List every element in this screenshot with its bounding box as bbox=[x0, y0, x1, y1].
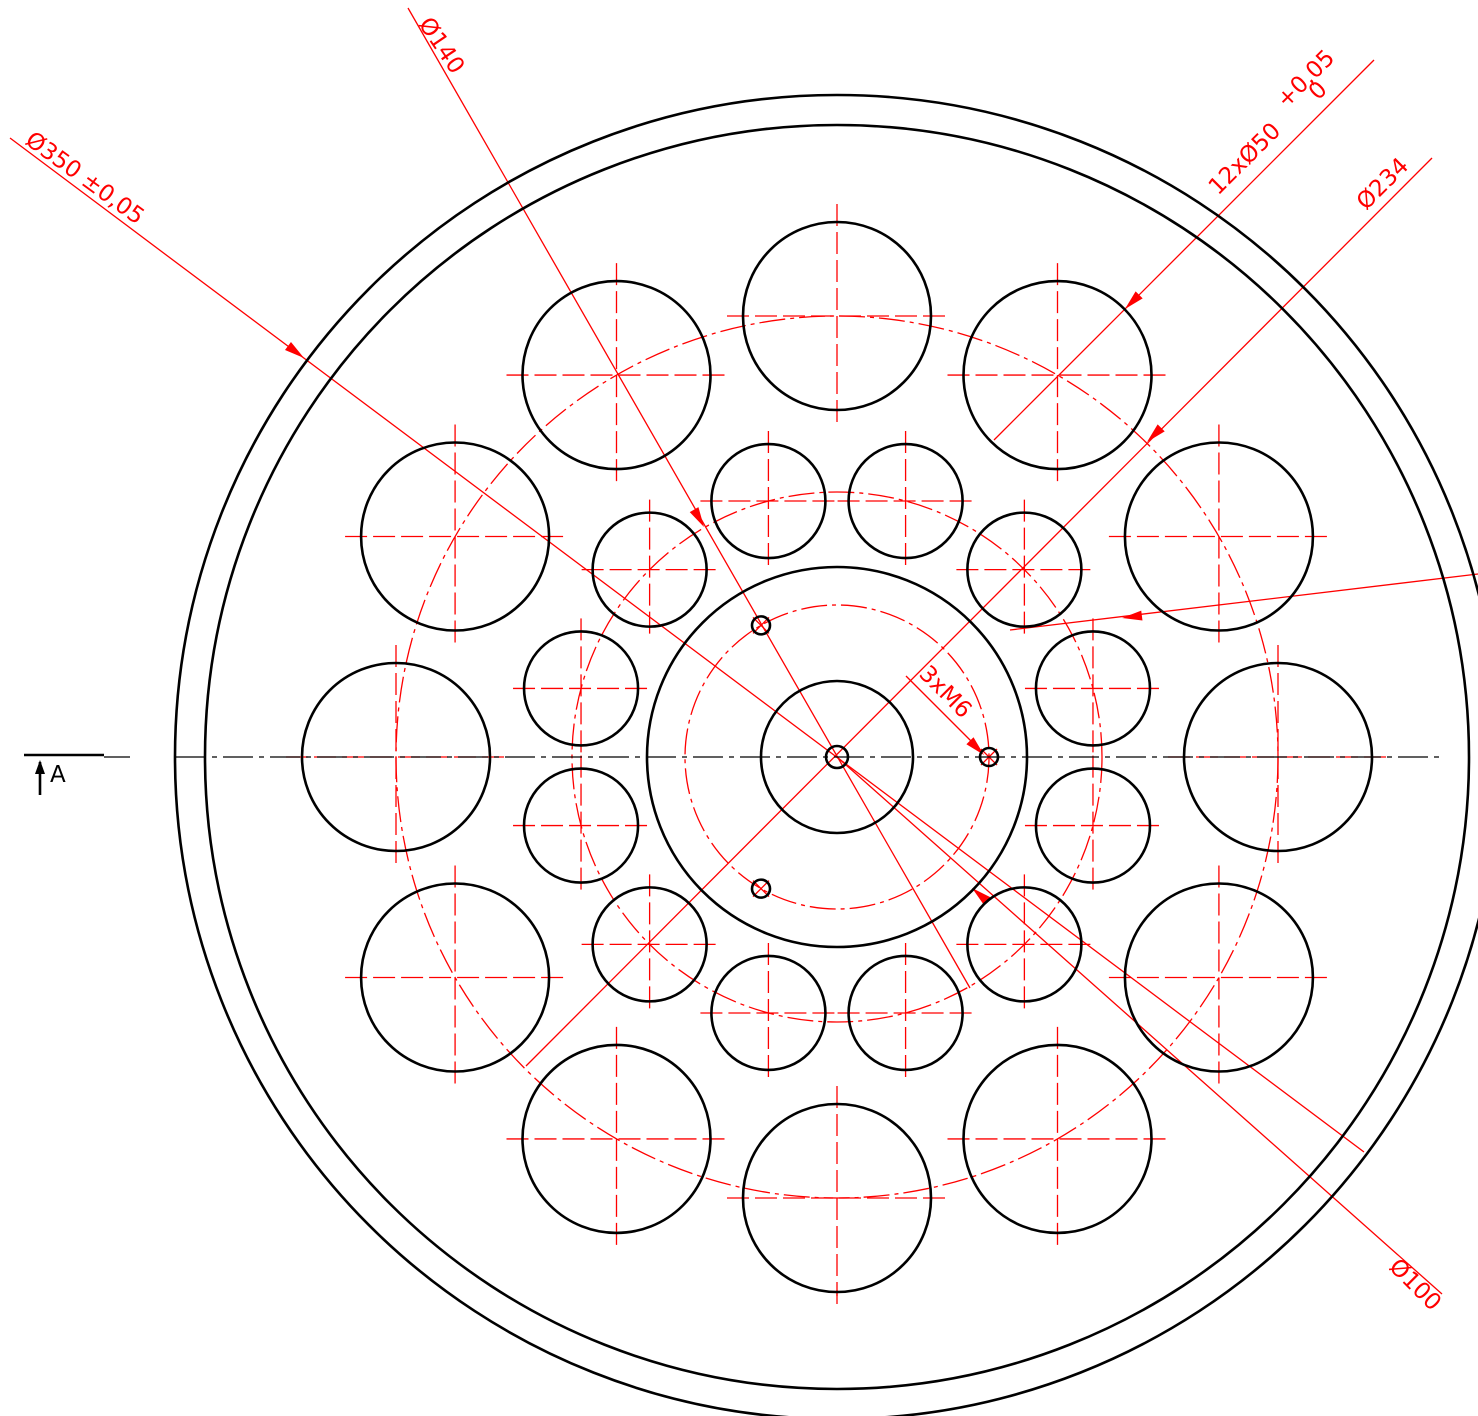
threaded-hole-circle bbox=[978, 746, 1000, 768]
threaded-hole-circle bbox=[750, 878, 772, 899]
section-marker-arrowhead bbox=[35, 760, 45, 774]
right-edge-arrow bbox=[1122, 610, 1143, 621]
small-bore-circle bbox=[710, 954, 827, 1072]
outer-pcd-arrow bbox=[1147, 424, 1165, 442]
small-bore-circle bbox=[847, 954, 964, 1072]
large-bore-circle bbox=[521, 1043, 712, 1235]
small-bore-circle bbox=[1034, 767, 1152, 884]
small-bore-circle bbox=[522, 630, 640, 747]
inner-rim-circle bbox=[203, 123, 1471, 1391]
large-bore-circle bbox=[359, 441, 551, 632]
threaded-holes-arrow bbox=[966, 737, 984, 755]
outer-diameter-label: Ø350 ±0,05 bbox=[20, 127, 148, 230]
bore-pattern-arrow bbox=[1125, 291, 1143, 309]
outer-pcd-label: Ø234 bbox=[1352, 153, 1414, 215]
section-marker-label: A bbox=[50, 762, 66, 788]
small-bore-circle bbox=[966, 886, 1083, 1003]
hub-outer-circle bbox=[645, 565, 1029, 949]
outer-diameter-leader bbox=[9, 137, 1365, 1153]
inner-pcd-label: Ø140 bbox=[413, 13, 469, 79]
outer-pcd-leader bbox=[525, 157, 1433, 1067]
threaded-hole-circle bbox=[750, 615, 772, 636]
hub-diameter-label: Ø100 bbox=[1384, 1254, 1446, 1316]
inner-pcd-leader bbox=[407, 7, 971, 989]
large-bore-circle bbox=[962, 279, 1153, 471]
large-bore-circle bbox=[962, 1043, 1153, 1235]
large-bore-circle bbox=[1182, 661, 1374, 853]
threaded-hole-mark bbox=[752, 880, 770, 898]
small-bore-circle bbox=[1034, 630, 1152, 747]
large-bore-circle bbox=[741, 220, 933, 412]
threaded-holes-leader bbox=[905, 675, 983, 753]
bore-pattern-leader bbox=[993, 59, 1375, 441]
bore-pattern-label: 12xØ50 bbox=[1204, 118, 1286, 200]
small-bore-circle bbox=[966, 511, 1083, 628]
large-bore-circle bbox=[741, 1102, 933, 1294]
small-bore-circle bbox=[710, 442, 827, 560]
hub-bore-circle bbox=[759, 679, 915, 835]
small-bore-circle bbox=[591, 886, 708, 1003]
large-bore-circle bbox=[1123, 441, 1315, 632]
threaded-hole-mark bbox=[752, 616, 770, 634]
large-bore-circle bbox=[359, 882, 551, 1073]
large-bore-circle bbox=[1123, 882, 1315, 1073]
small-bore-circle bbox=[522, 767, 640, 884]
bore-tolerance-upper: +0,05 bbox=[1272, 45, 1340, 113]
large-bore-circle bbox=[300, 661, 492, 853]
inner-pcd-arrow bbox=[689, 507, 704, 527]
threaded-holes-label: 3xM6 bbox=[914, 661, 977, 724]
dimension-layer bbox=[9, 7, 1478, 1310]
small-bore-circle bbox=[847, 442, 964, 560]
right-edge-leader bbox=[1009, 573, 1478, 631]
center-hole-circle bbox=[824, 744, 850, 770]
outer-diameter-arrow bbox=[284, 342, 304, 358]
small-bore-circle bbox=[591, 511, 708, 628]
large-bore-circle bbox=[521, 279, 712, 471]
hub-diameter-arrow bbox=[972, 888, 991, 905]
outer-rim-circle bbox=[173, 93, 1478, 1416]
geometry-layer bbox=[24, 93, 1478, 1416]
